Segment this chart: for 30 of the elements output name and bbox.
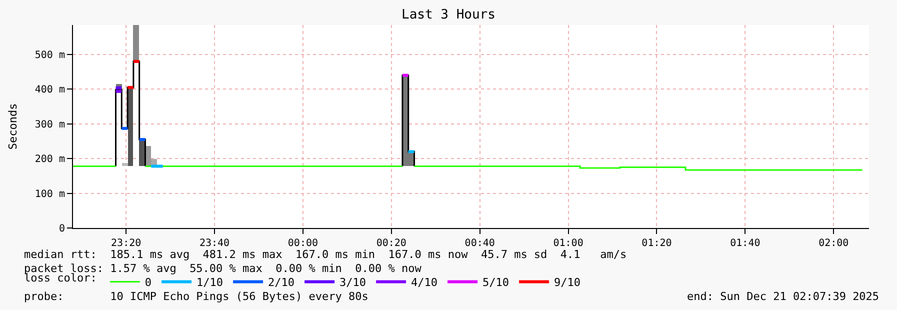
legend-label: 0 <box>144 276 152 290</box>
y-tick-label: 100 m <box>34 188 65 200</box>
legend-title: loss color: <box>24 272 97 285</box>
x-tick-label: 00:00 <box>288 238 318 249</box>
legend-label: 5/10 <box>482 276 510 290</box>
y-tick-label: 300 m <box>34 119 65 130</box>
text: end: Sun Dec 21 02:07:39 2025 <box>687 290 880 303</box>
x-tick-label: 23:20 <box>111 238 142 249</box>
y-tick-label: 200 m <box>34 154 65 166</box>
y-axis-title: Seconds <box>6 103 20 150</box>
x-tick-label: 01:40 <box>730 238 760 249</box>
legend-label: 9/10 <box>554 276 581 290</box>
bar <box>133 25 139 61</box>
x-tick-label: 01:00 <box>553 238 584 249</box>
legend-label: 1/10 <box>196 276 224 290</box>
x-tick-label: 01:20 <box>642 238 672 249</box>
x-tick-label: 02:00 <box>818 238 849 249</box>
y-tick-label: 0 <box>58 224 65 234</box>
x-tick-label: 00:20 <box>376 238 406 249</box>
text: median rtt: 185.1 ms avg 481.2 ms max 167.0 ms min 167.0 ms now 45.7 ms sd 4.1 am/s <box>24 248 627 261</box>
x-tick-label: 00:40 <box>464 238 495 249</box>
text: probe: 10 ICMP Echo Pings (56 Bytes) every 80s <box>24 290 368 303</box>
y-tick-label: 400 m <box>34 84 65 96</box>
legend-label: 3/10 <box>340 276 366 290</box>
legend-label: 2/10 <box>268 276 295 290</box>
chart-title: Last 3 Hours <box>402 7 496 22</box>
x-tick-label: 23:40 <box>199 238 230 249</box>
bar <box>122 163 128 166</box>
legend-label: 4/10 <box>411 276 438 290</box>
y-tick-label: 500 m <box>34 50 65 61</box>
